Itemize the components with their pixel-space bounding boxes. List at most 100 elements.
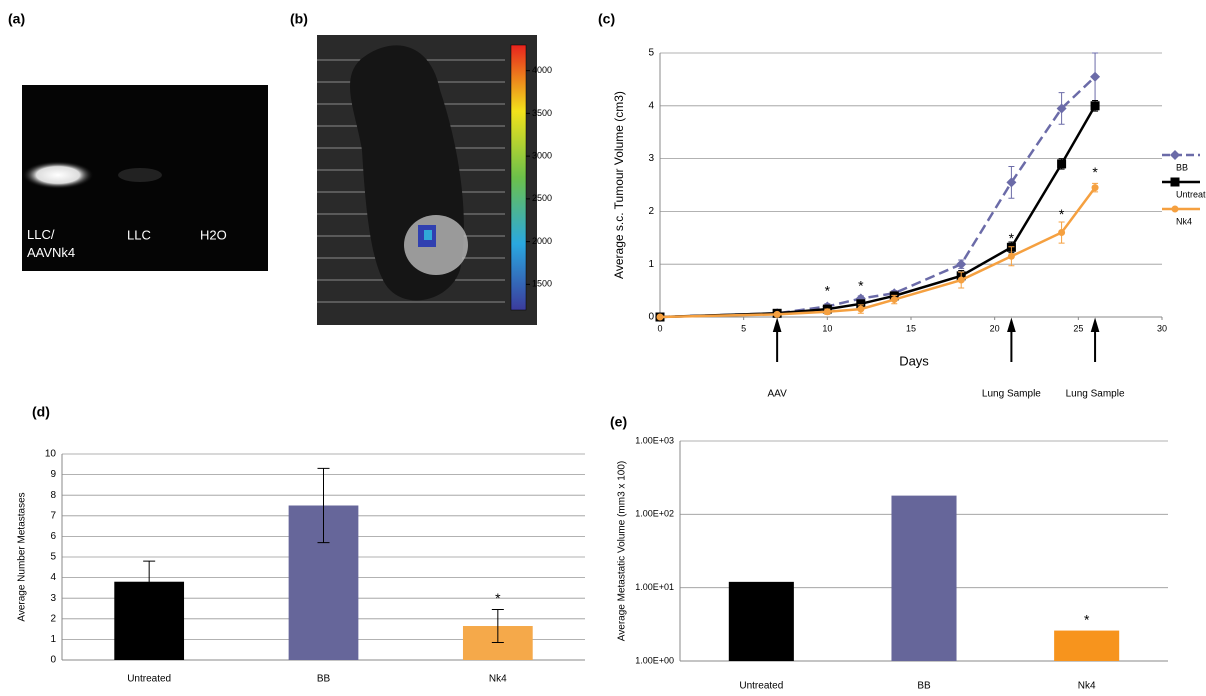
y-tick-label: 2 (50, 613, 56, 624)
marker (856, 299, 866, 309)
marker (1171, 205, 1179, 213)
series-line (659, 75, 1096, 319)
x-tick-label: 15 (906, 323, 916, 333)
colorbar-label: 1500 (532, 279, 552, 289)
series-line (659, 186, 1097, 319)
arrow (1090, 317, 1100, 362)
marker (1170, 150, 1180, 160)
x-tick-label: 25 (1073, 323, 1083, 333)
y-tick-label: 0 (648, 312, 654, 323)
arrow-label: Lung Sample (1066, 389, 1125, 400)
x-tick-label: 20 (990, 323, 1000, 333)
y-tick-label: 5 (648, 48, 654, 59)
y-tick-label: 1.00E+01 (635, 582, 674, 592)
y-tick-label: 1 (648, 259, 654, 270)
arrow-label: Lung Sample (982, 389, 1041, 400)
x-tick-label: 30 (1157, 323, 1167, 333)
y-tick-label: 2 (648, 206, 654, 217)
colorbar (510, 44, 527, 311)
y-tick-label: 1.00E+02 (635, 509, 674, 519)
x-tick-label: 10 (822, 323, 832, 333)
y-tick-label: 7 (50, 510, 56, 521)
y-tick-label: 1.00E+03 (635, 435, 674, 445)
panel-label: (d) (32, 404, 50, 420)
x-tick-label: Untreated (127, 674, 171, 685)
error-bar (317, 467, 330, 544)
y-tick-label: 4 (648, 100, 654, 111)
panel-label: (a) (8, 11, 25, 27)
marker (1091, 184, 1099, 192)
x-tick-label: Nk4 (1078, 681, 1096, 692)
lane-label: H2O (200, 227, 227, 242)
lane-label: LLC (127, 227, 151, 242)
y-tick-label: 0 (50, 655, 56, 666)
annotation: * (825, 283, 831, 299)
panel-label: (c) (598, 11, 615, 27)
lane-label: LLC/AAVNk4 (27, 227, 75, 260)
marker (1058, 229, 1066, 237)
signal (424, 230, 432, 240)
annotation: * (1009, 230, 1015, 246)
marker (823, 308, 831, 316)
y-tick-label: 10 (45, 449, 57, 460)
error-bar (143, 560, 156, 603)
y-tick-label: 5 (50, 552, 56, 563)
legend-label: Nk4 (1176, 216, 1192, 226)
y-tick-label: 8 (50, 490, 56, 501)
colorbar-label: 3000 (532, 151, 552, 161)
marker (857, 305, 865, 313)
y-tick-label: 1 (50, 634, 56, 645)
x-tick-label: 0 (657, 323, 662, 333)
colorbar-label: 4000 (532, 65, 552, 75)
panel-label: (e) (610, 414, 627, 430)
marker (956, 259, 967, 270)
annotation: * (1092, 164, 1098, 180)
x-tick-label: Untreated (739, 681, 783, 692)
colorbar-label: 3500 (532, 108, 552, 118)
legend-label: Untreated (1176, 189, 1206, 199)
x-tick-label: Nk4 (489, 674, 507, 685)
y-tick-label: 4 (50, 572, 56, 583)
marker (957, 276, 965, 284)
panel-label: (b) (290, 11, 308, 27)
x-axis-label: Days (899, 353, 929, 368)
x-tick-label: 5 (741, 323, 746, 333)
annotation: * (1084, 611, 1090, 627)
marker (773, 310, 781, 318)
colorbar-label: 2000 (532, 236, 552, 246)
y-axis-label: Average s.c. Tumour Volume (cm3) (612, 91, 626, 279)
annotation: * (858, 277, 864, 293)
marker (656, 313, 664, 321)
arrow-label: AAV (767, 389, 787, 400)
y-axis-label: Average Metastatic Volume (mm3 x 100) (617, 461, 628, 641)
marker (1057, 159, 1067, 169)
error-bar (491, 609, 504, 643)
bar (891, 495, 957, 661)
gel-band (118, 168, 162, 182)
bar (728, 581, 794, 661)
marker (890, 296, 898, 304)
y-axis-label: Average Number Metastases (17, 492, 28, 621)
bar (1054, 630, 1120, 661)
y-tick-label: 6 (50, 531, 56, 542)
legend-label: BB (1176, 162, 1188, 172)
y-tick-label: 9 (50, 469, 56, 480)
annotation: * (1059, 206, 1065, 222)
x-tick-label: BB (917, 681, 931, 692)
annotation: * (495, 590, 501, 606)
y-tick-label: 1.00E+00 (635, 655, 674, 665)
marker (1056, 103, 1067, 114)
y-tick-label: 3 (648, 153, 654, 164)
marker (1170, 177, 1180, 187)
colorbar-label: 2500 (532, 193, 552, 203)
gel-band (22, 161, 94, 189)
arrow (772, 317, 782, 362)
y-tick-label: 3 (50, 593, 56, 604)
marker (1090, 71, 1101, 82)
arrow (1007, 317, 1016, 362)
x-tick-label: BB (317, 674, 331, 685)
marker (1006, 177, 1017, 188)
marker (1090, 101, 1100, 111)
marker (1007, 252, 1015, 260)
